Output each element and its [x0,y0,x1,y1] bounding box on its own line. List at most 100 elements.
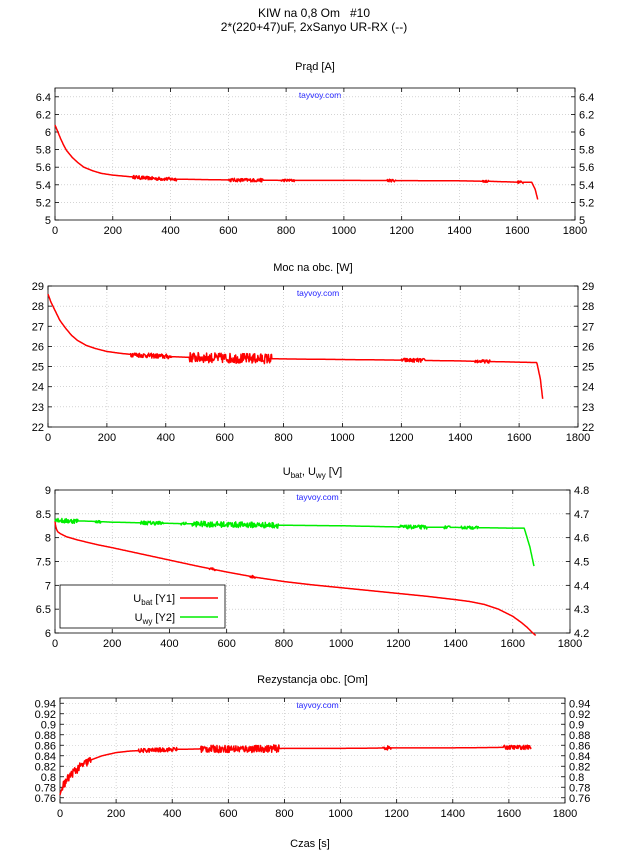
panel-title: Prąd [A] [295,61,335,73]
y2-tick-label: 4.6 [574,533,589,545]
legend-label: Ubat [Y1] [133,593,175,607]
x-tick-label: 1400 [448,432,472,444]
y-tick-label: 0.9 [41,719,56,731]
x-tick-label: 1600 [497,808,521,820]
y2-tick-label: 0.88 [569,730,590,742]
figure-title-line1: KIW na 0,8 Om #10 [258,6,370,20]
y-tick-label: 0.88 [35,730,56,742]
y2-tick-label: 0.94 [569,698,590,710]
x-tick-label: 1400 [441,808,465,820]
plot-frame [47,285,579,428]
x-tick-label: 200 [107,808,125,820]
legend-box [59,584,226,629]
y-tick-label: 29 [32,281,44,293]
x-tick-label: 1800 [566,432,590,444]
y-tick-label: 7.5 [36,557,51,569]
x-tick-label: 1200 [384,808,408,820]
x-tick-label: 600 [217,638,235,650]
x-tick-label: 200 [103,638,121,650]
x-tick-label: 200 [104,225,122,237]
y2-tick-label: 24 [582,382,594,394]
series-line-u-wy [54,517,535,567]
chart-panel-4: Rezystancja obc. [Om] tayvoy.com 0 200 400 60… [35,674,591,820]
y-tick-label: 9 [45,485,51,497]
figure-title-line2: 2*(220+47)uF, 2xSanyo UR-RX (--) [221,20,407,34]
y2-tick-label: 4.3 [574,604,589,616]
y2-tick-label: 27 [582,321,594,333]
x-tick-label: 0 [45,432,51,444]
y2-tick-label: 5 [579,215,585,227]
x-tick-label: 1000 [330,432,354,444]
y2-tick-label: 6 [579,127,585,139]
watermark: tayvoy.com [299,90,341,100]
y-tick-label: 6.2 [36,109,51,121]
legend-label: Uwy [Y2] [135,612,175,626]
plot-frame [54,87,576,221]
y2-tick-label: 0.82 [569,761,590,773]
y-tick-label: 6 [45,628,51,640]
x-tick-label: 1800 [563,225,587,237]
y2-tick-label: 0.76 [569,793,590,805]
y-tick-label: 6.5 [36,604,51,616]
series-line-moc [47,293,544,399]
y2-tick-label: 6.2 [579,109,594,121]
y2-tick-label: 5.4 [579,180,594,192]
x-tick-label: 1600 [501,638,525,650]
y2-tick-label: 0.84 [569,751,590,763]
y-tick-label: 0.76 [35,793,56,805]
y-tick-label: 6.4 [36,92,51,104]
x-tick-label: 0 [57,808,63,820]
x-tick-label: 800 [275,638,293,650]
y2-tick-label: 26 [582,341,594,353]
y-tick-label: 28 [32,301,44,313]
y2-tick-label: 0.9 [569,719,584,731]
y2-tick-label: 5.6 [579,162,594,174]
x-axis-label: Czas [s] [290,838,330,850]
y-tick-label: 8 [45,533,51,545]
y2-tick-label: 5.8 [579,145,594,157]
series-line-u-bat [54,520,537,636]
x-tick-label: 600 [215,432,233,444]
x-tick-label: 800 [275,808,293,820]
series-line-rezystancja [59,744,532,796]
panel-title: Moc na obc. [W] [273,262,352,274]
y-tick-label: 0.8 [41,772,56,784]
y2-tick-label: 28 [582,301,594,313]
y-tick-label: 0.92 [35,709,56,721]
y-tick-label: 5.2 [36,197,51,209]
x-tick-label: 1000 [328,808,352,820]
x-tick-label: 800 [277,225,295,237]
x-tick-label: 0 [52,638,58,650]
y2-tick-label: 0.8 [569,772,584,784]
x-tick-label: 1800 [558,638,582,650]
y2-tick-label: 6.4 [579,92,594,104]
x-tick-label: 1400 [447,225,471,237]
y-tick-label: 5.8 [36,145,51,157]
y2-tick-label: 0.86 [569,740,590,752]
x-tick-label: 1000 [332,225,356,237]
y-tick-label: 27 [32,321,44,333]
x-tick-label: 1200 [389,432,413,444]
chart-panel-3: Ubat, Uwy [V] tayvoy.com 0 200 400 600 800 1000… [36,466,590,650]
x-tick-label: 1800 [553,808,577,820]
x-tick-label: 400 [161,225,179,237]
y-tick-label: 0.86 [35,740,56,752]
y2-tick-label: 29 [582,281,594,293]
panel-title: Rezystancja obc. [Om] [257,674,368,686]
y-tick-label: 0.84 [35,751,56,763]
watermark: tayvoy.com [296,492,338,502]
y-tick-label: 5.6 [36,162,51,174]
x-tick-label: 0 [52,225,58,237]
x-tick-label: 400 [157,432,175,444]
x-tick-label: 1600 [505,225,529,237]
y2-tick-label: 4.4 [574,580,589,592]
y-tick-label: 24 [32,382,44,394]
y2-tick-label: 0.78 [569,782,590,794]
x-tick-label: 400 [160,638,178,650]
y2-tick-label: 25 [582,362,594,374]
y2-tick-label: 4.2 [574,628,589,640]
y-tick-label: 6 [45,127,51,139]
y-tick-label: 0.78 [35,782,56,794]
